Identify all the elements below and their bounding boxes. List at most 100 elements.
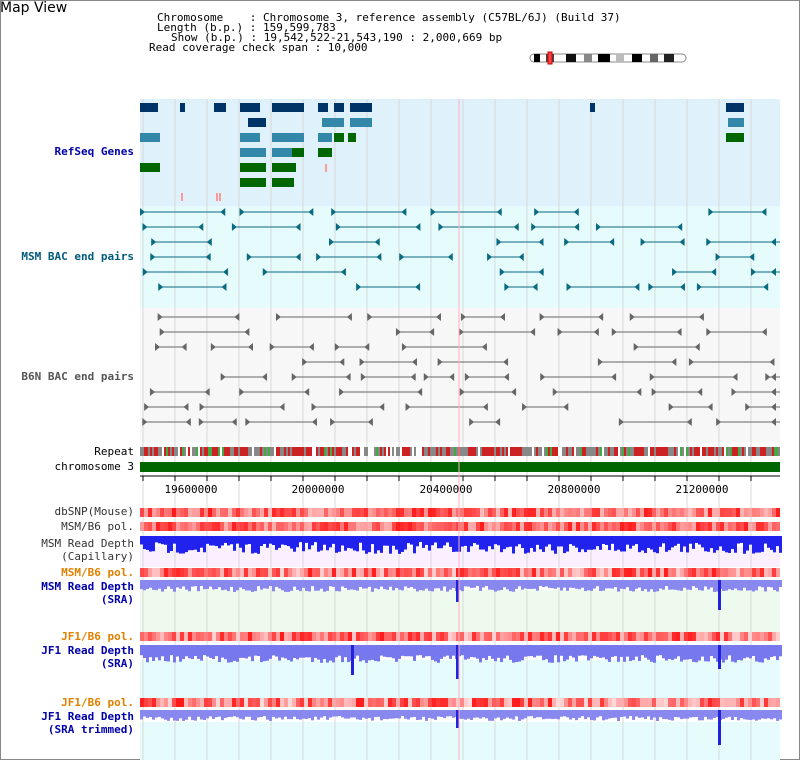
repeat-block bbox=[670, 447, 672, 456]
depth-bar bbox=[290, 536, 293, 549]
depth-bar bbox=[311, 710, 314, 721]
heat-cell bbox=[172, 698, 176, 707]
heat-cell bbox=[320, 568, 324, 577]
depth-bar bbox=[464, 580, 467, 587]
depth-bar bbox=[590, 710, 593, 721]
track-label-b6n-bac[interactable]: B6N BAC end pairs bbox=[21, 370, 134, 383]
heat-cell bbox=[588, 508, 592, 517]
heat-cell bbox=[544, 632, 548, 641]
track-label-msm-bac[interactable]: MSM BAC end pairs bbox=[21, 250, 134, 263]
depth-bar bbox=[665, 580, 668, 587]
depth-bar bbox=[575, 580, 578, 589]
heat-cell bbox=[552, 522, 556, 531]
track-label-refseq[interactable]: RefSeq Genes bbox=[54, 145, 134, 158]
heat-cell bbox=[148, 632, 152, 641]
repeat-block bbox=[740, 447, 742, 456]
depth-bar bbox=[530, 580, 533, 590]
heat-cell bbox=[336, 522, 340, 531]
bac-end-marker bbox=[769, 358, 775, 366]
msm-bac-pairs[interactable] bbox=[140, 208, 780, 291]
depth-bar bbox=[677, 645, 680, 657]
depth-bar bbox=[554, 645, 557, 656]
heat-cell bbox=[348, 698, 352, 707]
heat-cell bbox=[580, 632, 584, 641]
depth-bar bbox=[452, 536, 455, 552]
repeat-block bbox=[748, 447, 750, 456]
repeat-block bbox=[188, 447, 190, 456]
heat-cell bbox=[528, 508, 532, 517]
heat-cell bbox=[580, 508, 584, 517]
repeat-block bbox=[508, 447, 510, 456]
heat-cell bbox=[336, 508, 340, 517]
depth-bar bbox=[284, 536, 287, 546]
depth-bar bbox=[539, 580, 542, 587]
depth-bar bbox=[362, 645, 365, 661]
depth-bar bbox=[662, 645, 665, 659]
depth-bar bbox=[698, 645, 701, 661]
heat-cell bbox=[352, 508, 356, 517]
depth-bar bbox=[653, 645, 656, 663]
bac-end-marker bbox=[464, 373, 470, 381]
heat-cell bbox=[216, 568, 220, 577]
repeat-block bbox=[328, 447, 330, 456]
repeat-block bbox=[702, 447, 704, 456]
depth-bar bbox=[617, 710, 620, 721]
heat-cell bbox=[644, 508, 648, 517]
depth-bar bbox=[614, 645, 617, 657]
depth-bar bbox=[167, 645, 170, 662]
depth-bar bbox=[536, 645, 539, 656]
heat-cell bbox=[768, 522, 772, 531]
heat-cell bbox=[536, 568, 540, 577]
heat-cell bbox=[380, 632, 384, 641]
depth-bar bbox=[401, 710, 404, 717]
chromosome-ideogram[interactable] bbox=[529, 51, 687, 65]
depth-bar bbox=[158, 536, 161, 544]
heat-cell bbox=[164, 698, 168, 707]
b6n-bac-pairs[interactable] bbox=[142, 313, 780, 426]
depth-bar bbox=[467, 710, 470, 719]
depth-bar bbox=[278, 580, 281, 589]
depth-bar bbox=[245, 710, 248, 717]
depth-bar bbox=[602, 580, 605, 591]
depth-bar bbox=[341, 645, 344, 663]
heat-cell bbox=[588, 568, 592, 577]
heat-cell bbox=[776, 508, 780, 517]
heat-cell bbox=[288, 508, 292, 517]
depth-bar bbox=[248, 710, 251, 717]
repeat-block bbox=[746, 447, 748, 456]
heat-cell bbox=[348, 632, 352, 641]
depth-bar bbox=[620, 710, 623, 718]
depth-bar bbox=[425, 645, 428, 657]
depth-bar bbox=[215, 645, 218, 657]
repeat-block bbox=[262, 447, 264, 456]
depth-bar bbox=[416, 580, 419, 592]
heat-cell bbox=[440, 508, 444, 517]
depth-bar bbox=[779, 710, 782, 720]
depth-bar bbox=[146, 536, 149, 550]
depth-bar bbox=[716, 580, 719, 592]
depth-bar bbox=[341, 536, 344, 546]
repeat-block bbox=[306, 447, 308, 456]
heat-cell bbox=[328, 522, 332, 531]
depth-bar bbox=[521, 645, 524, 661]
depth-bar bbox=[512, 645, 515, 663]
heat-cell bbox=[516, 632, 520, 641]
depth-bar bbox=[158, 580, 161, 589]
refseq-genes[interactable] bbox=[140, 103, 744, 201]
bac-end-marker bbox=[459, 388, 465, 396]
depth-bar bbox=[503, 710, 506, 719]
heat-cell bbox=[596, 698, 600, 707]
depth-bar bbox=[614, 580, 617, 588]
repeat-block bbox=[758, 447, 760, 456]
refseq-gene bbox=[214, 103, 226, 112]
heat-cell bbox=[420, 568, 424, 577]
depth-bar bbox=[260, 536, 263, 547]
heat-cell bbox=[148, 698, 152, 707]
repeat-block bbox=[340, 447, 342, 456]
heat-cell bbox=[348, 568, 352, 577]
depth-bar bbox=[401, 580, 404, 591]
heat-cell bbox=[772, 568, 776, 577]
heat-cell bbox=[180, 568, 184, 577]
repeat-block bbox=[674, 447, 676, 456]
